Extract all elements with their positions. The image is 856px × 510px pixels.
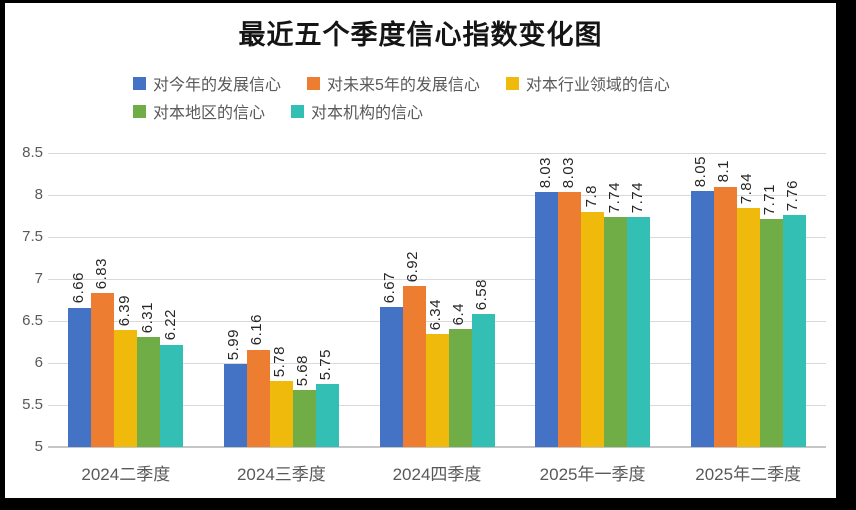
legend-row: 对今年的发展信心 对未来5年的发展信心 对本行业领域的信心 [133,69,816,97]
plot-area: 6.66 6.83 6.39 6.31 6.22 5.99 6.16 5.78 5.68 5.75… [48,153,826,448]
bar [713,186,737,447]
bar-value-label: 8.03 [536,157,554,189]
bar [471,314,495,447]
x-axis-line [48,446,826,448]
bar-value-label: 6.31 [138,301,156,333]
bar-value-label: 7.71 [761,184,779,216]
x-category-label: 2025年二季度 [695,465,802,484]
bar [736,208,760,447]
bar-value-label: 6.22 [161,309,179,341]
bar-value-label: 6.83 [92,258,110,290]
x-category-label: 2024四季度 [392,465,482,484]
legend-series-label: 对本机构的信心 [311,105,424,122]
legend-swatch-4 [133,104,146,118]
bar [604,216,628,447]
legend-series-label: 对今年的发展信心 [153,77,282,94]
bar [782,215,806,447]
y-tick-label: 7.5 [22,228,43,245]
bar [315,384,339,447]
bar-value-label: 7.74 [628,181,646,213]
legend-swatch-1 [133,76,146,90]
bar [535,192,559,447]
bar [581,211,605,447]
bar [627,216,651,447]
gridline [48,153,826,154]
bar [137,336,161,447]
legend-item: 对本行业领域的信心 [505,71,670,95]
x-category-label: 2025年一季度 [539,465,646,484]
bar [425,334,449,447]
legend-item: 对未来5年的发展信心 [307,71,480,95]
bar-value-label: 6.34 [427,299,444,331]
bar [558,192,582,447]
gridline [48,195,826,196]
bar [91,293,115,447]
bar [759,219,783,447]
y-tick-label: 5 [34,438,43,455]
legend-swatch-5 [291,104,305,118]
legend-swatch-3 [505,76,519,90]
bar-value-label: 6.66 [69,272,87,304]
legend-item: 对本地区的信心 [133,99,265,123]
bar-value-label: 5.68 [294,354,312,386]
x-category-label: 2024三季度 [236,465,326,484]
y-tick-label: 5.5 [22,396,43,413]
bar-value-label: 8.03 [559,157,577,189]
bar-value-label: 7.84 [738,173,756,205]
bar [690,190,714,447]
legend: 对今年的发展信心 对未来5年的发展信心 对本行业领域的信心对本地区的信心 对本机构的信… [133,69,816,125]
bar-value-label: 6.16 [248,314,266,346]
bar-value-label: 6.39 [115,295,133,327]
legend-series-label: 对本地区的信心 [153,105,266,122]
bar-value-label: 5.99 [225,328,243,360]
legend-series-label: 对未来5年的发展信心 [327,77,480,94]
bar [68,307,92,447]
bar [246,349,270,447]
bar-value-label: 7.8 [582,185,600,208]
chart-canvas: 最近五个季度信心指数变化图 对今年的发展信心 对未来5年的发展信心 对本行业领域的信… [5,3,836,498]
bar [269,381,293,447]
legend-swatch-2 [307,76,321,90]
legend-item: 对今年的发展信心 [133,71,281,95]
bar [292,389,316,447]
bar-value-label: 6.4 [450,303,467,326]
bar-value-label: 6.67 [381,271,398,303]
y-tick-label: 8 [34,186,43,203]
bar-value-label: 5.75 [317,348,335,380]
y-tick-label: 8.5 [22,144,43,161]
gridline [48,237,826,238]
bar-value-label: 6.92 [404,250,421,282]
gridline [48,321,826,322]
x-category-label: 2024二季度 [81,465,171,484]
bar [223,363,247,447]
legend-item: 对本机构的信心 [291,99,423,123]
bar [114,330,138,447]
x-axis: 2024二季度 2024三季度 2024四季度 2025年一季度 2025年二季度 [48,460,826,486]
legend-row: 对本地区的信心 对本机构的信心 [133,97,816,125]
y-tick-label: 7 [34,270,43,287]
bar [160,344,184,447]
chart-title: 最近五个季度信心指数变化图 [238,20,603,50]
legend-series-label: 对本行业领域的信心 [525,77,670,94]
bar-value-label: 8.1 [715,160,733,183]
bar [402,285,426,447]
y-tick-label: 6 [34,354,43,371]
bar-value-label: 6.58 [473,279,490,311]
bar [379,306,403,447]
y-tick-label: 6.5 [22,312,43,329]
bar-value-label: 8.05 [692,155,710,187]
bar-value-label: 7.74 [605,181,623,213]
bar-value-label: 5.78 [271,346,289,378]
gridline [48,279,826,280]
bar-value-label: 7.76 [784,179,802,212]
bar [448,329,472,447]
